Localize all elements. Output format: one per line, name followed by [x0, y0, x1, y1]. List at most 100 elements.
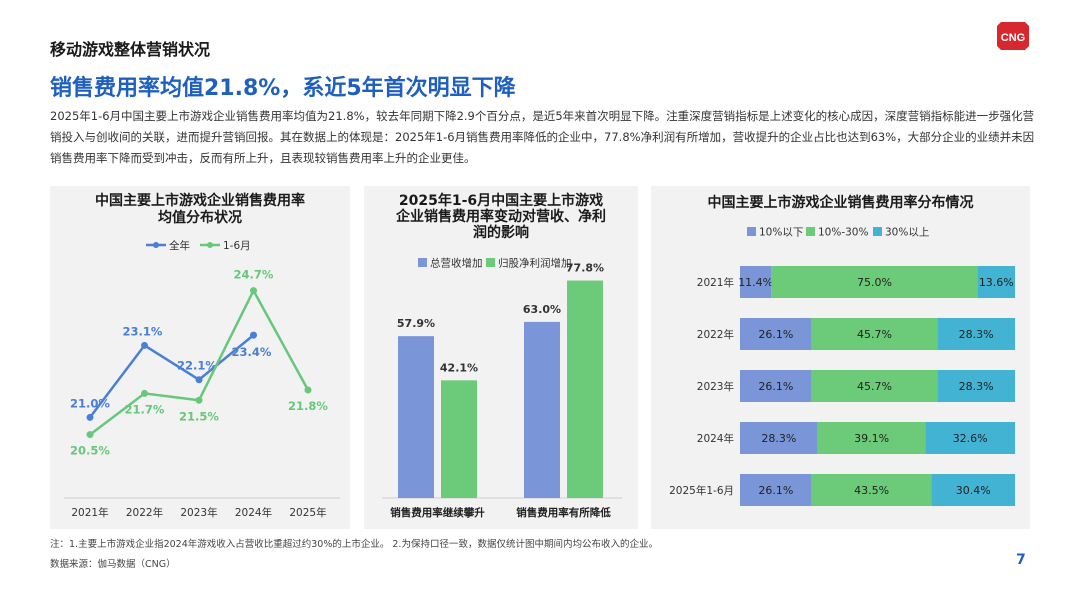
bar [398, 336, 434, 498]
x-tick-label: 2021年 [71, 506, 108, 519]
data-point [141, 389, 148, 397]
data-point [250, 331, 257, 339]
legend-marker-1 [207, 242, 213, 248]
bar-segment [811, 318, 938, 350]
data-point [195, 376, 203, 384]
segment-value-label: 45.7% [857, 328, 892, 341]
segment-value-label: 43.5% [854, 484, 889, 497]
bar-segment [771, 266, 978, 298]
segment-value-label: 30.4% [956, 484, 991, 497]
data-point [86, 431, 94, 439]
legend-swatch-1 [486, 258, 495, 267]
legend-label-0: 全年 [169, 239, 190, 252]
bar-segment [977, 266, 1015, 298]
data-label: 23.1% [123, 324, 163, 338]
description: 2025年1-6月中国主要上市游戏企业销售费用率均值为21.8%，较去年同期下降… [50, 109, 1035, 165]
chart3-title: 中国主要上市游戏企业销售费用率分布情况 [707, 195, 974, 211]
segment-value-label: 26.1% [758, 328, 793, 341]
chart2-title: 2025年1-6月中国主要上市游戏企业销售费用率变动对营收、净利润的影响 [396, 193, 606, 241]
stacked-bar-panel: 中国主要上市游戏企业销售费用率分布情况 10%以下 10%-30% 30%以上 202… [651, 186, 1030, 529]
data-label: 21.0% [70, 396, 110, 410]
data-point [195, 396, 203, 404]
bar-segment [740, 318, 812, 350]
legend-swatch-2 [873, 227, 882, 236]
data-label: 21.8% [288, 399, 328, 413]
data-source: 数据来源：伽马数据（CNG） [50, 559, 176, 570]
bar-value-label: 42.1% [440, 361, 478, 374]
bar-segment [740, 370, 812, 402]
x-tick-label: 2022年 [126, 506, 163, 519]
data-label: 23.4% [232, 345, 272, 359]
bar-value-label: 77.8% [566, 262, 604, 275]
cng-logo: CNG [997, 22, 1029, 50]
x-tick-label: 销售费用率继续攀升 [390, 506, 485, 519]
bar [567, 280, 603, 498]
grouped-bar-chart: 总营收增加 归股净利润增加 57.9% 42.1% 销售费用率继续攀升 63.0% 77.8… [382, 257, 622, 519]
bar-segment [740, 266, 772, 298]
section-title: 移动游戏整体营销状况 [50, 40, 211, 59]
data-label: 21.5% [179, 409, 219, 423]
y-tick-label: 2024年 [697, 432, 734, 445]
bar-value-label: 63.0% [523, 303, 561, 316]
y-tick-label: 2025年1-6月 [669, 484, 734, 497]
segment-value-label: 11.4% [738, 276, 773, 289]
x-tick-label: 2024年 [235, 506, 272, 519]
bar [524, 321, 560, 498]
bar-segment [937, 370, 1015, 402]
segment-value-label: 75.0% [857, 276, 892, 289]
headline: 销售费用率均值21.8%，系近5年首次明显下降 [50, 76, 516, 101]
logo-text: CNG [1001, 32, 1025, 44]
y-tick-label: 2023年 [697, 380, 734, 393]
x-tick-label: 2023年 [180, 506, 217, 519]
legend-swatch-0 [418, 258, 427, 267]
segment-value-label: 28.3% [761, 432, 796, 445]
series-line-0 [89, 334, 255, 419]
bar-segment [740, 422, 818, 454]
line-chart-panel: 中国主要上市游戏企业销售费用率均值分布状况 全年 1-6月 2021年 2022年 20… [50, 186, 350, 529]
legend-label-1: 10%-30% [818, 227, 868, 239]
line-chart: 全年 1-6月 2021年 2022年 2023年 2024年 2025年 21.0% 23.1… [64, 239, 340, 519]
stacked-bar-chart: 10%以下 10%-30% 30%以上 2021年 11.4% 75.0% 13.6% 202… [669, 227, 1015, 506]
bar-value-label: 57.9% [397, 317, 435, 330]
segment-value-label: 28.3% [959, 380, 994, 393]
grouped-bar-panel: 2025年1-6月中国主要上市游戏企业销售费用率变动对营收、净利润的影响 总营收… [364, 186, 638, 529]
legend-label-1: 归股净利润增加 [498, 257, 572, 270]
legend-label-0: 总营收增加 [430, 257, 483, 270]
data-point [141, 341, 148, 349]
segment-value-label: 13.6% [979, 276, 1014, 289]
legend-label-1: 1-6月 [223, 240, 251, 252]
legend-label-2: 30%以上 [885, 227, 929, 239]
segment-value-label: 28.3% [959, 328, 994, 341]
bar-segment [817, 422, 926, 454]
legend-swatch-0 [747, 227, 756, 236]
data-label: 21.7% [125, 402, 165, 416]
x-tick-label: 2025年 [289, 506, 326, 519]
legend-swatch-1 [806, 227, 815, 236]
segment-value-label: 39.1% [854, 432, 889, 445]
bar-segment [925, 422, 1015, 454]
bar-segment [811, 474, 932, 506]
legend-label-0: 10%以下 [759, 227, 803, 239]
data-label: 20.5% [70, 444, 110, 458]
x-tick-label: 销售费用率有所降低 [516, 506, 611, 519]
chart1-title: 中国主要上市游戏企业销售费用率均值分布状况 [95, 193, 305, 226]
page-number: 7 [1016, 552, 1026, 568]
bar-segment [740, 474, 812, 506]
bar-segment [937, 318, 1015, 350]
data-point [304, 386, 312, 394]
legend-marker-0 [153, 242, 159, 248]
segment-value-label: 26.1% [758, 380, 793, 393]
data-point [250, 287, 257, 295]
data-point [86, 413, 94, 421]
y-tick-label: 2022年 [697, 328, 734, 341]
bar-segment [811, 370, 938, 402]
data-label: 24.7% [234, 268, 274, 282]
footnote: 注：1.主要上市游戏企业指2024年游戏收入占营收比重超过约30%的上市企业。 … [50, 539, 658, 550]
segment-value-label: 32.6% [953, 432, 988, 445]
bar-segment [931, 474, 1015, 506]
bar [441, 380, 477, 498]
y-tick-label: 2021年 [697, 276, 734, 289]
segment-value-label: 26.1% [758, 484, 793, 497]
segment-value-label: 45.7% [857, 380, 892, 393]
data-label: 22.1% [177, 359, 217, 373]
